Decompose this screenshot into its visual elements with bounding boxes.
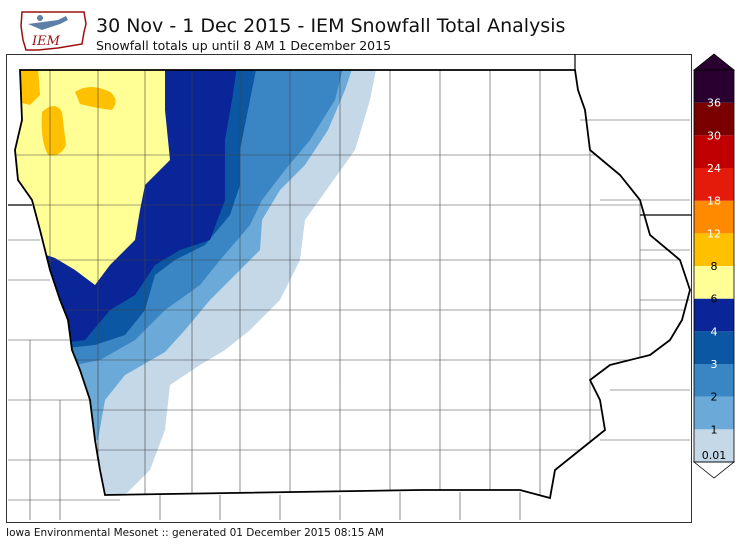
colorbar-segment <box>694 266 734 299</box>
map-title: 30 Nov - 1 Dec 2015 - IEM Snowfall Total… <box>96 15 566 37</box>
colorbar-segment <box>694 331 734 364</box>
logo-text: IEM <box>31 34 61 49</box>
footer-credit: Iowa Environmental Mesonet :: generated … <box>6 527 384 539</box>
iem-logo: IEM <box>20 11 87 51</box>
colorbar-segment <box>694 298 734 332</box>
colorbar-label: 4 <box>711 325 718 338</box>
colorbar-label: 36 <box>707 97 721 110</box>
colorbar-label: 1 <box>711 423 718 436</box>
colorbar-segment <box>694 429 734 462</box>
colorbar-label: 30 <box>707 129 721 142</box>
colorbar-min-extension <box>692 461 736 479</box>
map-subtitle: Snowfall totals up until 8 AM 1 December… <box>96 38 392 53</box>
colorbar-segment <box>694 396 734 430</box>
colorbar-label: 12 <box>707 227 721 240</box>
colorbar-label: 8 <box>711 260 718 273</box>
colorbar-frame <box>693 69 735 463</box>
colorbar-label: 24 <box>707 162 721 175</box>
snow-8-12-area-2 <box>75 87 116 110</box>
iowa-state-border <box>14 69 691 500</box>
colorbar-segment <box>694 70 734 103</box>
snowfall-layers <box>15 70 378 498</box>
colorbar-label: 0.01 <box>702 449 727 462</box>
colorbar-label: 6 <box>711 293 718 306</box>
colorbar-segment <box>694 168 734 201</box>
colorbar-max-extension <box>692 53 736 71</box>
colorbar-segment <box>694 233 734 266</box>
colorbar-label: 3 <box>711 358 718 371</box>
colorbar-label: 18 <box>707 195 721 208</box>
colorbar-label: 2 <box>711 391 718 404</box>
neighbor-state-borders <box>8 54 692 216</box>
colorbar-segment <box>694 102 734 136</box>
snow-8-12-area <box>18 70 40 105</box>
colorbar-segment <box>694 135 734 168</box>
neighbor-county-lines <box>8 119 690 520</box>
snow-8-12-area-3 <box>41 106 66 156</box>
colorbar-segment <box>694 364 734 397</box>
colorbar-segment <box>694 200 734 234</box>
